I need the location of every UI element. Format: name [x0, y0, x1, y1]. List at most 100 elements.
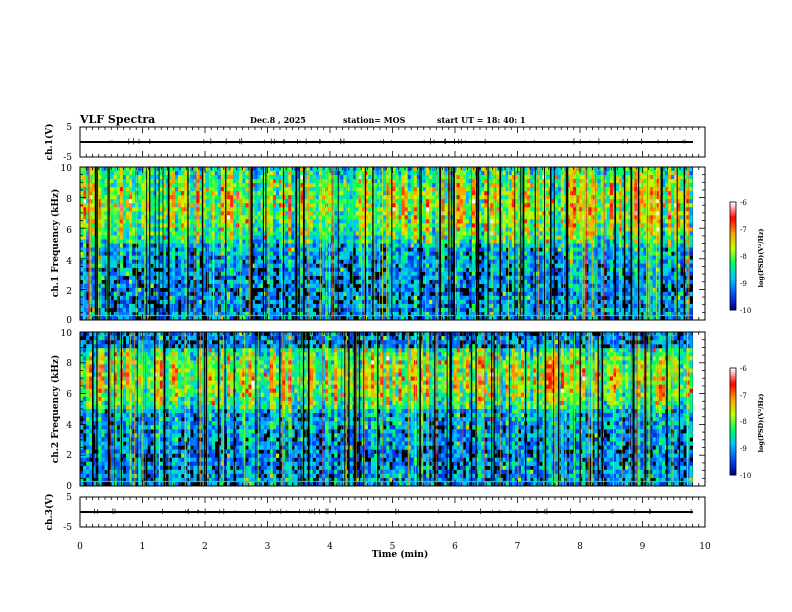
ch1-spectrogram-cell [276, 239, 280, 244]
ch1-spectrogram-cell [337, 239, 341, 244]
ch1-spectrogram-cell [407, 211, 412, 216]
ch1-spectrogram-cell [367, 259, 372, 264]
ch1-spectrogram-cell [459, 251, 464, 256]
ch1-spectrogram-cell [300, 271, 304, 277]
ch1-spectrogram-cell [187, 171, 191, 176]
ch1-spectrogram-cell [459, 279, 464, 285]
ch1-spectrogram-cell [165, 227, 170, 232]
ch1-spectrogram-cell [468, 239, 473, 244]
ch1-spectrogram-cell [349, 315, 353, 320]
ch1-spectrogram-cell [269, 231, 274, 236]
ch1-spectrogram-cell [484, 263, 488, 268]
ch1-spectrogram-cell [217, 207, 222, 212]
ch1-spectrogram-cell [377, 239, 381, 244]
ch1-spectrogram-cell [481, 203, 485, 208]
ch1-spectrogram-cell [423, 235, 427, 240]
ch1-spectrogram-cell [119, 203, 124, 208]
ch1-spectrogram-cell [214, 219, 219, 224]
ch1-spectrogram-cell [315, 187, 320, 192]
ch1-spectrogram-cell [404, 255, 408, 260]
ch1-spectrogram-cell [465, 223, 470, 228]
ch1-spectrogram-cell [291, 207, 295, 212]
ch1-spectrogram-image [80, 167, 705, 320]
ch1-spectrogram-cell [104, 171, 108, 176]
ch1-spectrogram-cell [174, 187, 179, 192]
ch1-spectrogram-cell [456, 187, 461, 192]
ch1-spectrogram-cell [119, 243, 124, 248]
ch1-spectrogram-cell [312, 207, 317, 212]
ch1-spectrogram-cell [168, 207, 173, 212]
ch1-spectrogram-cell [447, 255, 451, 260]
ch1-spectrogram-cell [122, 207, 127, 212]
ch1-spectrogram-cell [337, 179, 341, 184]
ch1-spectrogram-cell [386, 215, 390, 220]
ch1-spectrogram-cell [343, 227, 347, 232]
ch1-spectrogram-cell [181, 231, 185, 236]
ch1-spectrogram-cell [321, 179, 326, 184]
ch1-spectrogram-cell [187, 167, 191, 172]
ch1-spectrogram-cell [334, 291, 338, 297]
ch1-spectrogram-cell [98, 211, 102, 216]
ch1-spectrogram-cell [168, 215, 173, 220]
ch1-spectrogram-cell [355, 199, 359, 204]
ch1-spectrogram-cell [190, 299, 194, 305]
ch1-spectrogram-cell [125, 195, 130, 200]
ch1-spectrogram-cell [389, 199, 393, 204]
ch1-spectrogram-cell [407, 171, 412, 176]
ch1-spectrogram-cell [472, 231, 476, 236]
ch1-spectrogram-cell [92, 311, 96, 317]
ch1-spectrogram-cell [125, 231, 130, 236]
ch1-spectrogram-cell [374, 223, 378, 228]
ch1-spectrogram-cell [337, 283, 341, 289]
ch1-spectrogram-cell [230, 167, 234, 172]
ch1-spectrogram-cell [349, 207, 353, 212]
ch1-spectrogram-cell [459, 183, 464, 188]
ch1-spectrogram-cell [413, 283, 418, 289]
ch1-spectrogram-cell [472, 235, 476, 240]
ch1-spectrogram-cell [364, 199, 369, 204]
ch1-spectrogram-cell [129, 231, 133, 236]
ch1-spectrogram-cell [202, 295, 206, 301]
ch1-spectrogram-cell [113, 187, 118, 192]
ch1-spectrogram-cell [132, 203, 136, 208]
ch1-spectrogram-cell [389, 303, 393, 309]
ch1-spectrogram-cell [426, 315, 430, 320]
ch1-spectrogram-cell [389, 243, 393, 248]
ch1-spectrogram-cell [423, 215, 427, 220]
ch1-spectrogram-cell [129, 291, 133, 297]
ch1-spectrogram-cell [92, 299, 96, 305]
ch1-spectrogram-cell [426, 247, 430, 252]
ch1-spectrogram-cell [251, 307, 255, 313]
ch1-spectrogram-cell [367, 311, 372, 317]
ch1-spectrogram-cell [444, 227, 448, 232]
ch1-spectrogram-cell [217, 295, 222, 301]
ch1-spectrogram-cell [478, 231, 482, 236]
ch1-spectrogram-cell [410, 175, 415, 180]
ch1-spectrogram-cell [367, 251, 372, 256]
ch1-spectrogram-cell [346, 299, 350, 305]
ch1-spectrogram-cell [291, 223, 295, 228]
ch1-spectrogram-cell [334, 207, 338, 212]
ch1-spectrogram-cell [392, 307, 396, 313]
ch1-spectrogram-cell [367, 243, 372, 248]
ch1-spectrogram-cell [484, 175, 488, 180]
ch1-spectrogram-cell [227, 183, 231, 188]
ch1-spectrogram-cell [392, 279, 396, 285]
ch1-spectrogram-cell [358, 299, 363, 305]
ch1-spectrogram-cell [178, 187, 182, 192]
ch1-spectrogram-cell [174, 259, 179, 264]
ch1-spectrogram-cell [346, 223, 350, 228]
ch1-spectrogram-cell [272, 171, 277, 176]
ch1-spectrogram-cell [104, 183, 108, 188]
ch1-spectrogram-cell [214, 279, 219, 285]
ch1-spectrogram-cell [116, 227, 121, 232]
ch1-spectrogram-cell [245, 287, 249, 293]
ch1-spectrogram-cell [303, 223, 307, 228]
ch1-spectrogram-cell [426, 167, 430, 172]
ch1-spectrogram-cell [220, 167, 225, 172]
ch1-spectrogram-cell [196, 255, 200, 260]
ch1-spectrogram-cell [89, 203, 93, 208]
ch1-spectrogram-cell [398, 199, 402, 204]
ch1-spectrogram-cell [86, 183, 90, 188]
ch1-spectrogram-cell [269, 195, 274, 200]
